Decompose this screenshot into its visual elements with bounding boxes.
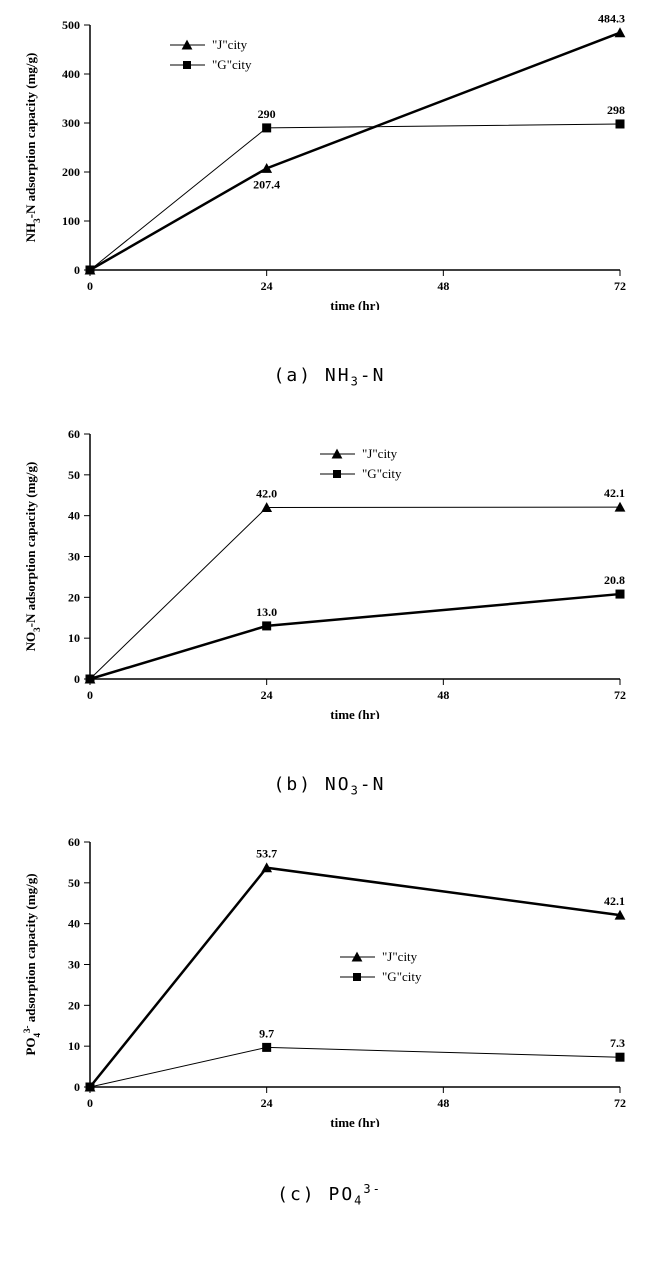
series-J-line bbox=[90, 33, 620, 270]
x-tick-label: 72 bbox=[614, 1096, 626, 1110]
data-label: 9.7 bbox=[259, 1027, 274, 1041]
caption-main: NH bbox=[325, 365, 351, 386]
chart-b: 0 10 20 30 40 50 60 0 24 48 72 time (hr) NO3-N adsor… bbox=[0, 419, 659, 724]
y-axis-label: NO3-N adsorption capacity (mg/g) bbox=[23, 461, 42, 651]
data-label: 207.4 bbox=[253, 177, 280, 191]
data-label: 53.7 bbox=[256, 847, 277, 861]
series-G-line bbox=[90, 1048, 620, 1088]
y-tick-label: 30 bbox=[68, 958, 80, 972]
y-axis-label: NH3-N adsorption capacity (mg/g) bbox=[23, 53, 42, 243]
y-tick-label: 10 bbox=[68, 631, 80, 645]
chart-c: 0 10 20 30 40 50 60 0 24 48 72 time (hr) PO43- adsor… bbox=[0, 827, 659, 1132]
panel-a: 0 100 200 300 400 500 0 24 48 72 time (hr) NH3-N ad… bbox=[0, 10, 659, 389]
y-tick-label: 500 bbox=[62, 18, 80, 32]
caption-c: (c) PO43- bbox=[0, 1182, 659, 1208]
x-tick-label: 24 bbox=[261, 279, 273, 293]
data-label: 298 bbox=[607, 103, 625, 117]
data-label: 7.3 bbox=[610, 1036, 625, 1050]
data-label: 20.8 bbox=[604, 573, 625, 587]
y-tick-label: 0 bbox=[74, 263, 80, 277]
panel-c: 0 10 20 30 40 50 60 0 24 48 72 time (hr) PO43- adsor… bbox=[0, 827, 659, 1208]
caption-main: NO bbox=[325, 774, 351, 795]
series-J-line bbox=[90, 507, 620, 679]
x-tick-label: 0 bbox=[87, 1096, 93, 1110]
y-tick-label: 60 bbox=[68, 835, 80, 849]
series-G-line bbox=[90, 124, 620, 270]
y-tick-label: 100 bbox=[62, 214, 80, 228]
x-tick-label: 24 bbox=[261, 1096, 273, 1110]
y-tick-label: 300 bbox=[62, 116, 80, 130]
series-G-line bbox=[90, 594, 620, 679]
y-tick-label: 400 bbox=[62, 67, 80, 81]
chart-a: 0 100 200 300 400 500 0 24 48 72 time (hr) NH3-N ad… bbox=[0, 10, 659, 315]
caption-main: PO bbox=[328, 1184, 354, 1205]
y-tick-label: 0 bbox=[74, 1080, 80, 1094]
x-axis-label: time (hr) bbox=[330, 1115, 379, 1127]
x-tick-label: 48 bbox=[437, 279, 449, 293]
caption-sub: 3 bbox=[351, 783, 360, 797]
y-tick-label: 60 bbox=[68, 427, 80, 441]
y-tick-label: 50 bbox=[68, 876, 80, 890]
caption-prefix: (a) bbox=[274, 365, 313, 386]
legend-j-label: "J"city bbox=[362, 446, 398, 461]
x-tick-label: 48 bbox=[437, 688, 449, 702]
x-tick-label: 48 bbox=[437, 1096, 449, 1110]
caption-b: (b) NO3-N bbox=[0, 774, 659, 798]
y-tick-label: 200 bbox=[62, 165, 80, 179]
data-label: 42.1 bbox=[604, 486, 625, 500]
x-axis-label: time (hr) bbox=[330, 707, 379, 719]
y-tick-label: 50 bbox=[68, 467, 80, 481]
caption-prefix: (b) bbox=[274, 774, 313, 795]
x-tick-label: 72 bbox=[614, 688, 626, 702]
data-label: 13.0 bbox=[256, 605, 277, 619]
panel-b: 0 10 20 30 40 50 60 0 24 48 72 time (hr) NO3-N adsor… bbox=[0, 419, 659, 798]
legend-j-label: "J"city bbox=[382, 949, 418, 964]
legend-j-label: "J"city bbox=[212, 37, 248, 52]
y-tick-label: 30 bbox=[68, 549, 80, 563]
chart-c-svg: 0 10 20 30 40 50 60 0 24 48 72 time (hr) PO43- adsor… bbox=[0, 827, 659, 1127]
legend-g-label: "G"city bbox=[382, 969, 422, 984]
y-axis-label: PO43- adsorption capacity (mg/g) bbox=[22, 874, 42, 1056]
chart-a-svg: 0 100 200 300 400 500 0 24 48 72 time (hr) NH3-N ad… bbox=[0, 10, 659, 310]
y-tick-label: 10 bbox=[68, 1039, 80, 1053]
caption-sup: 3- bbox=[363, 1182, 381, 1196]
data-label: 484.3 bbox=[598, 12, 625, 26]
caption-prefix: (c) bbox=[277, 1184, 316, 1205]
y-tick-label: 0 bbox=[74, 672, 80, 686]
caption-sub: 3 bbox=[351, 375, 360, 389]
data-label: 290 bbox=[258, 107, 276, 121]
x-tick-label: 0 bbox=[87, 688, 93, 702]
x-tick-label: 0 bbox=[87, 279, 93, 293]
data-label: 42.1 bbox=[604, 894, 625, 908]
x-tick-label: 24 bbox=[261, 688, 273, 702]
caption-a: (a) NH3-N bbox=[0, 365, 659, 389]
data-label: 42.0 bbox=[256, 486, 277, 500]
caption-suffix: -N bbox=[360, 774, 386, 795]
caption-suffix: -N bbox=[360, 365, 386, 386]
y-tick-label: 20 bbox=[68, 590, 80, 604]
chart-b-svg: 0 10 20 30 40 50 60 0 24 48 72 time (hr) NO3-N adsor… bbox=[0, 419, 659, 719]
y-tick-label: 40 bbox=[68, 917, 80, 931]
x-tick-label: 72 bbox=[614, 279, 626, 293]
legend-g-label: "G"city bbox=[212, 57, 252, 72]
y-tick-label: 40 bbox=[68, 508, 80, 522]
legend-g-label: "G"city bbox=[362, 466, 402, 481]
y-tick-label: 20 bbox=[68, 999, 80, 1013]
x-axis-label: time (hr) bbox=[330, 298, 379, 310]
